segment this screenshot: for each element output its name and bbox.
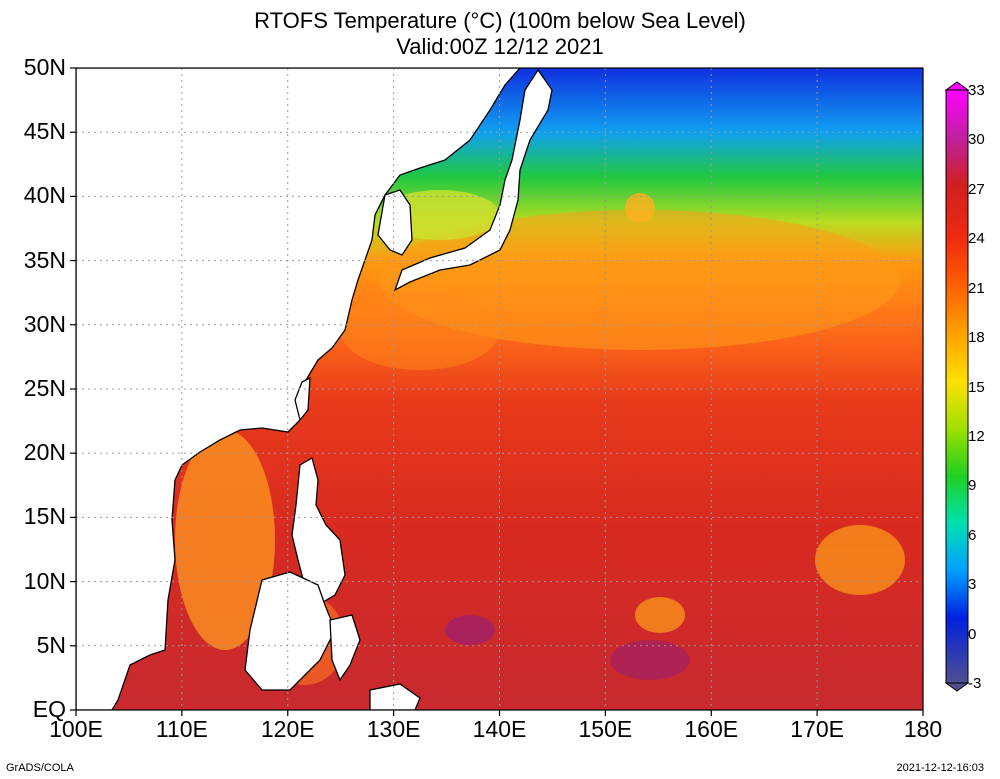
lat-label: 40N (23, 182, 66, 209)
lat-label: 15N (23, 503, 66, 530)
colorbar-label: 3 (968, 576, 977, 594)
lat-label: 5N (36, 631, 66, 658)
lat-label: 45N (23, 118, 66, 145)
colorbar-top-arrow (944, 81, 970, 91)
colorbar-label: 27 (968, 180, 985, 198)
colorbar-label: 33 (968, 82, 985, 99)
lat-label: 10N (23, 567, 66, 594)
colorbar-label: -3 (968, 675, 982, 692)
colorbar-label: 30 (968, 131, 985, 149)
axis-ticks (70, 67, 924, 716)
colorbar-bottom-arrow (944, 682, 970, 692)
lon-label: 170E (790, 716, 844, 742)
colorbar-label: 0 (968, 625, 977, 643)
lon-label: 110E (155, 716, 208, 742)
lat-label: 30N (23, 310, 66, 337)
lon-label: 150E (578, 716, 633, 742)
colorbar-label: 12 (968, 427, 985, 445)
lon-label: 180 (903, 716, 943, 742)
lon-label: 100E (49, 716, 103, 742)
colorbar-label: 6 (968, 526, 977, 544)
lon-label: 130E (366, 716, 421, 742)
colorbar-label: 18 (968, 329, 985, 347)
map-title: RTOFS Temperature (°C) (100m below Sea L… (254, 8, 746, 33)
map-valid-time: Valid:00Z 12/12 2021 (396, 34, 604, 59)
lon-label: 120E (260, 716, 315, 742)
lat-label: 35N (23, 246, 66, 273)
footer-credit: GrADS/COLA (6, 762, 74, 774)
colorbar-label: 9 (968, 477, 977, 495)
lon-label: 160E (684, 716, 739, 742)
colorbar (945, 89, 969, 684)
lat-label: 25N (23, 375, 66, 401)
lat-label: 20N (23, 439, 66, 466)
colorbar-label: 24 (968, 230, 985, 248)
colorbar-label: 15 (968, 378, 985, 396)
lon-label: 140E (472, 716, 527, 742)
lat-label: 50N (23, 54, 66, 80)
footer-timestamp: 2021-12-12-16:03 (896, 762, 984, 774)
colorbar-label: 21 (968, 279, 985, 297)
map-gridlines (76, 68, 923, 710)
lat-label: EQ (32, 696, 66, 722)
